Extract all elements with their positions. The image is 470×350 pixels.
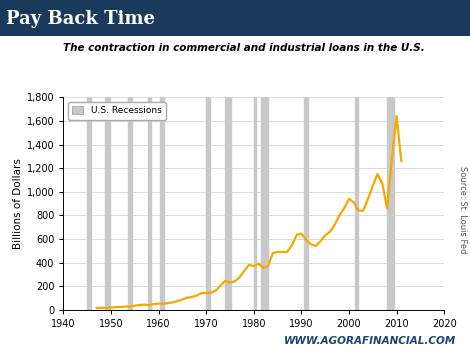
- Text: WWW.AGORAFINANCIAL.COM: WWW.AGORAFINANCIAL.COM: [284, 336, 456, 346]
- Text: The contraction in commercial and industrial loans in the U.S.: The contraction in commercial and indust…: [63, 43, 425, 53]
- Bar: [304, 97, 307, 310]
- Text: Source: St. Louis Fed: Source: St. Louis Fed: [458, 166, 467, 254]
- Text: Pay Back Time: Pay Back Time: [6, 10, 155, 28]
- Bar: [160, 97, 164, 310]
- Bar: [128, 97, 132, 310]
- Bar: [105, 97, 110, 310]
- Bar: [254, 97, 256, 310]
- Bar: [206, 97, 211, 310]
- Bar: [148, 97, 151, 310]
- Bar: [261, 97, 267, 310]
- Y-axis label: Billions of Dollars: Billions of Dollars: [13, 158, 23, 249]
- Bar: [225, 97, 231, 310]
- Bar: [386, 97, 394, 310]
- Bar: [355, 97, 358, 310]
- Legend: U.S. Recessions: U.S. Recessions: [68, 102, 166, 120]
- Bar: [87, 97, 91, 310]
